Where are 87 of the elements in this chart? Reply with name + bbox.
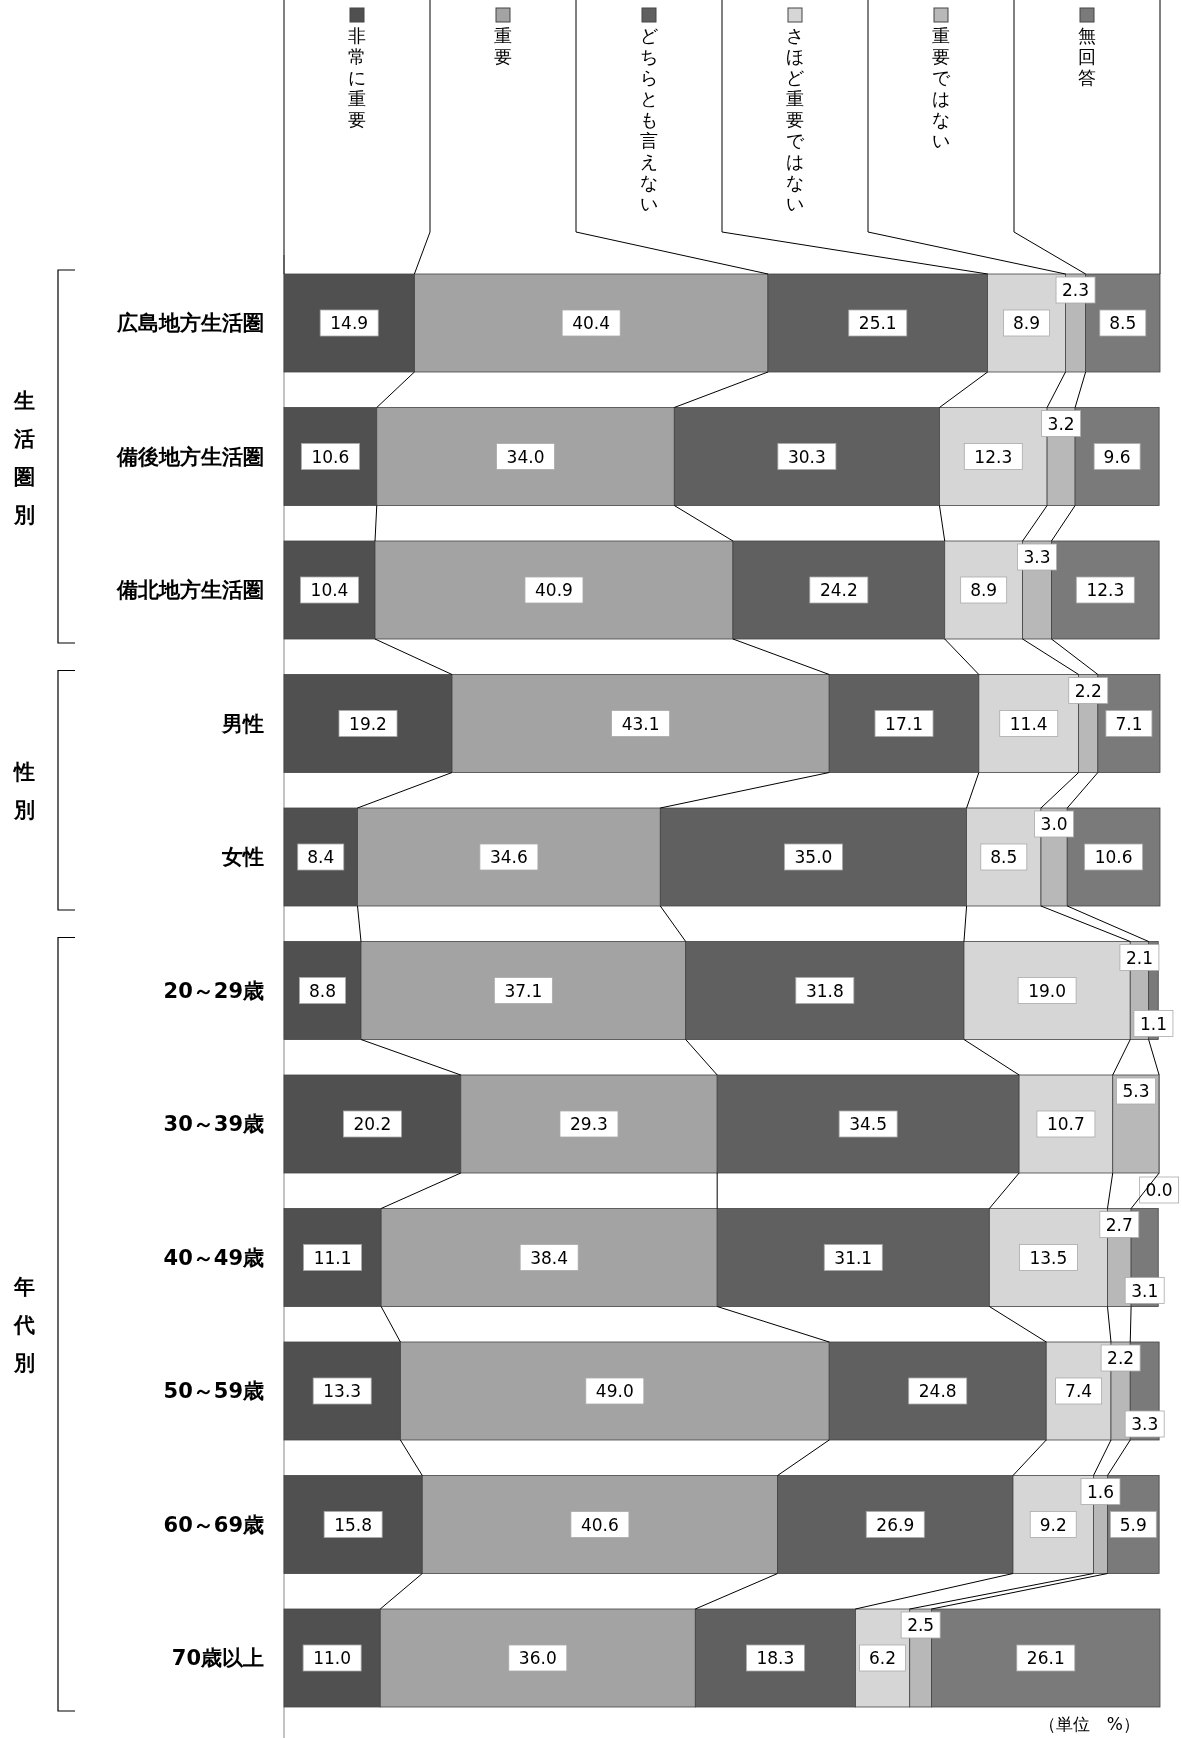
data-label: 12.3 [1086,580,1125,600]
data-label: 2.3 [1062,280,1090,300]
y-tick-label: 70歳以上 [171,1646,264,1670]
data-label: 3.0 [1040,814,1068,834]
data-label: 1.1 [1139,1013,1167,1034]
data-label: 34.6 [489,847,528,867]
data-label: 19.0 [1028,980,1067,1001]
y-tick-label: 広島地方生活圏 [116,311,264,335]
legend-label: 非常に重要 [348,25,366,130]
y-tick-label: 60～69歳 [163,1512,264,1537]
data-label: 2.2 [1074,680,1102,701]
y-tick-label: 備後地方生活圏 [116,444,264,469]
text: 年代別 [12,1275,35,1376]
data-label: 8.8 [308,980,337,1001]
data-label: 24.2 [819,580,858,600]
data-label: 3.3 [1131,1414,1159,1434]
data-label: 10.6 [311,446,350,467]
y-tick-label: 20～29歳 [163,978,264,1003]
data-label: 25.1 [858,313,897,333]
data-label: 34.5 [849,1114,888,1134]
data-label: 43.1 [621,713,660,734]
data-label: 12.3 [974,446,1013,467]
data-label: 3.1 [1131,1280,1159,1301]
data-label: 26.1 [1026,1648,1065,1668]
data-label: 8.4 [307,847,335,867]
data-label: 3.2 [1047,413,1075,434]
data-label: 6.2 [869,1648,897,1668]
data-label: 31.1 [834,1247,873,1268]
text: さほど重要ではない [786,25,804,214]
data-label: 31.8 [805,980,844,1001]
data-label: 18.3 [756,1648,795,1668]
data-label: 30.3 [787,446,826,467]
data-label: 40.6 [580,1514,619,1535]
data-label: 24.8 [918,1381,957,1401]
y-tick-label: 男性 [221,711,264,736]
data-label: 2.2 [1107,1348,1135,1368]
y-tick-label: 備北地方生活圏 [116,578,264,602]
text: 性別 [11,760,35,823]
data-label: 8.5 [990,847,1018,867]
data-label: 8.9 [1013,313,1041,333]
data-label: 13.3 [323,1381,362,1401]
data-label: 9.2 [1039,1514,1067,1535]
data-label: 11.1 [313,1247,352,1268]
data-label: 37.1 [504,980,543,1001]
y-tick-label: 30～39歳 [163,1112,264,1136]
annotation: （単位 %） [1038,1714,1140,1734]
data-label: 2.1 [1125,947,1153,968]
data-label: 36.0 [518,1648,557,1668]
legend-label: 重要 [494,25,512,67]
data-label: 40.9 [535,580,573,600]
y-tick-label: 50～59歳 [163,1379,264,1403]
text: どちらとも言えない [640,25,658,214]
data-label: 11.0 [313,1648,352,1668]
data-label: 0.0 [1145,1180,1173,1200]
y-tick-label: 女性 [221,845,264,869]
data-label: 34.0 [506,446,545,467]
data-label: 14.9 [330,313,369,333]
data-label: 8.5 [1109,313,1137,333]
data-label: 20.2 [353,1114,392,1134]
data-label: 38.4 [530,1247,569,1268]
data-label: 35.0 [794,847,833,867]
data-label: 2.7 [1105,1214,1133,1235]
data-label: 26.9 [876,1514,915,1535]
data-label: 29.3 [570,1114,608,1134]
data-label: 49.0 [595,1381,634,1401]
data-label: 13.5 [1029,1247,1068,1268]
data-label: 8.9 [970,580,998,600]
legend-label: 無回答 [1078,25,1096,88]
data-label: 10.4 [310,580,349,600]
data-label: 7.4 [1065,1381,1093,1401]
data-label: 1.6 [1086,1481,1115,1502]
data-label: 17.1 [885,713,923,734]
data-label: 11.4 [1009,713,1048,734]
data-label: 40.4 [572,313,611,333]
data-label: 19.2 [349,713,387,734]
data-label: 10.6 [1094,847,1133,867]
legend-label: 重要ではない [932,25,951,151]
data-label: 3.3 [1023,547,1051,567]
data-label: 10.7 [1046,1114,1085,1134]
data-label: 2.5 [907,1615,935,1635]
text: 生活圏別 [12,388,35,527]
data-label: 15.8 [334,1514,373,1535]
data-label: 7.1 [1115,713,1143,734]
y-tick-label: 40～49歳 [163,1245,264,1270]
data-label: 5.9 [1119,1514,1147,1535]
data-label: 5.3 [1122,1081,1150,1101]
data-label: 9.6 [1103,446,1131,467]
